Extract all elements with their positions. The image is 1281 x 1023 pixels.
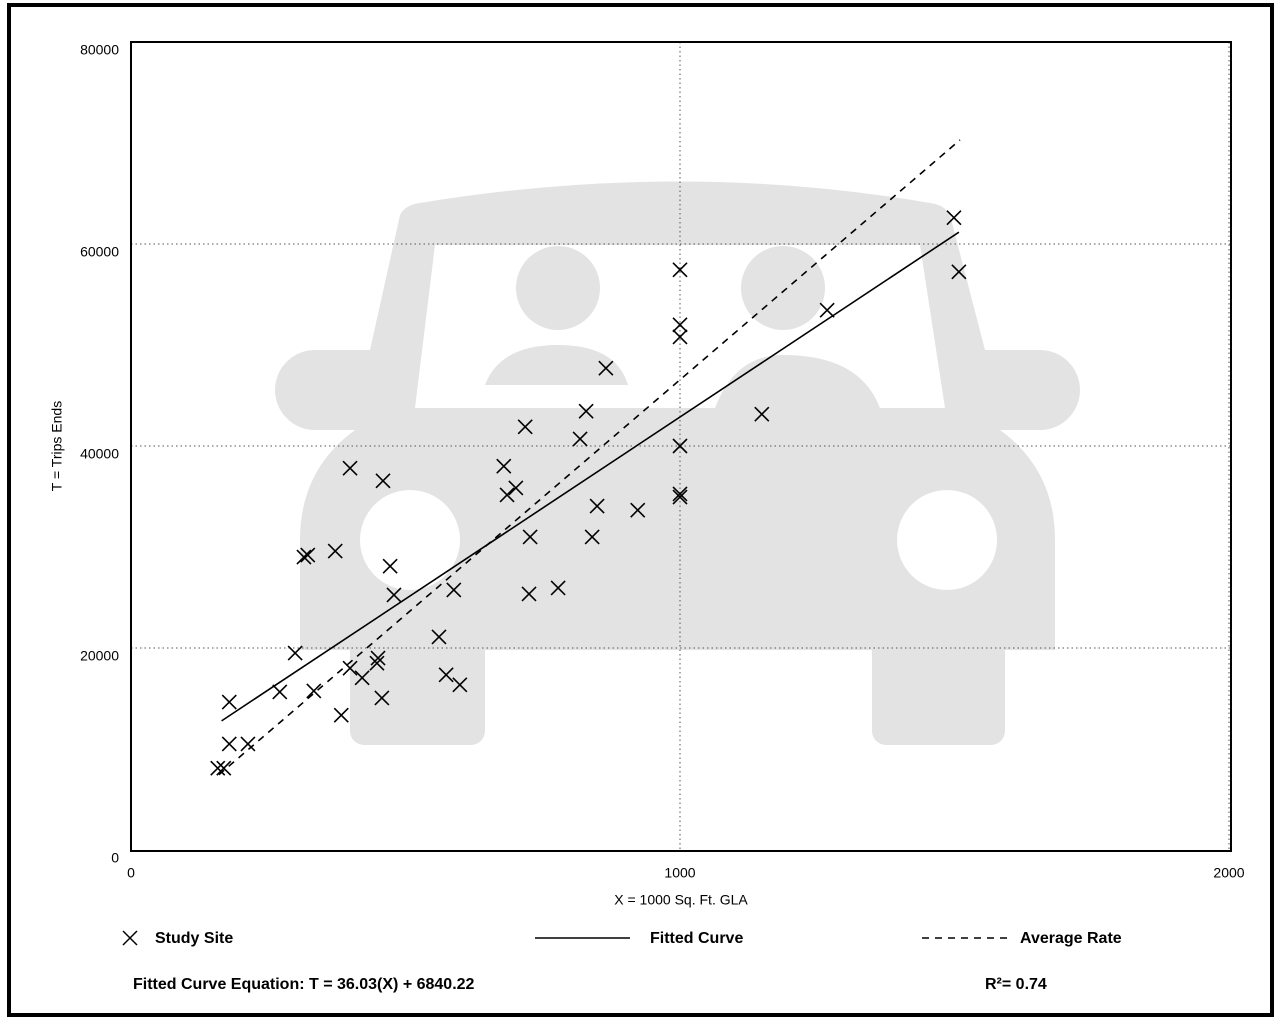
y-tick-label: 0	[111, 850, 119, 866]
y-tick-label: 20000	[80, 648, 119, 664]
point	[550, 580, 566, 596]
point	[819, 302, 835, 318]
point	[296, 549, 312, 565]
legend: Study Site Fitted Curve Average Rate	[122, 930, 1122, 947]
x-tick-label: 0	[127, 865, 135, 881]
point	[446, 582, 462, 598]
point	[630, 502, 646, 518]
point	[272, 684, 288, 700]
plot: 0 20000 40000 60000 80000 0 1000 2000	[80, 42, 1245, 881]
point	[369, 655, 385, 671]
y-axis-label: T = Trips Ends	[49, 401, 65, 491]
point	[522, 529, 538, 545]
point	[578, 403, 594, 419]
point	[517, 419, 533, 435]
legend-marker	[122, 930, 138, 946]
point	[386, 587, 402, 603]
point	[300, 547, 316, 563]
point	[306, 683, 322, 699]
x-axis-label: X = 1000 Sq. Ft. GLA	[614, 892, 748, 908]
point	[382, 558, 398, 574]
frame	[7, 3, 1274, 1017]
point	[240, 736, 256, 752]
point	[375, 473, 391, 489]
point	[210, 760, 226, 776]
point	[327, 543, 343, 559]
trend-line	[218, 139, 961, 776]
plot-frame	[130, 41, 1232, 852]
point	[572, 431, 588, 447]
point	[496, 458, 512, 474]
point	[672, 489, 688, 505]
legend-label: Average Rate	[1020, 930, 1122, 947]
point	[672, 486, 688, 502]
point	[521, 586, 537, 602]
r-squared: R²= 0.74	[985, 976, 1047, 993]
legend-label: Fitted Curve	[650, 930, 743, 947]
trend-line	[221, 231, 960, 722]
point	[584, 529, 600, 545]
point	[951, 264, 967, 280]
y-tick-label: 60000	[80, 244, 119, 260]
point	[589, 498, 605, 514]
y-tick-label: 80000	[80, 42, 119, 58]
point	[374, 690, 390, 706]
equation: Fitted Curve Equation: T = 36.03(X) + 68…	[133, 976, 475, 993]
point	[672, 317, 688, 333]
point	[598, 360, 614, 376]
point	[499, 487, 515, 503]
y-tick-label: 40000	[80, 446, 119, 462]
point	[287, 645, 303, 661]
point	[333, 707, 349, 723]
point	[431, 629, 447, 645]
x-tick-label: 2000	[1213, 865, 1244, 881]
point	[452, 677, 468, 693]
point	[672, 329, 688, 345]
point	[354, 670, 370, 686]
point	[508, 480, 524, 496]
point	[946, 210, 962, 226]
point	[438, 667, 454, 683]
point	[672, 438, 688, 454]
x-tick-label: 1000	[664, 865, 695, 881]
point	[221, 736, 237, 752]
point	[672, 262, 688, 278]
point	[370, 650, 386, 666]
point	[342, 660, 358, 676]
point	[754, 406, 770, 422]
point	[342, 460, 358, 476]
legend-label: Study Site	[155, 930, 233, 947]
point	[216, 760, 232, 776]
point	[221, 694, 237, 710]
